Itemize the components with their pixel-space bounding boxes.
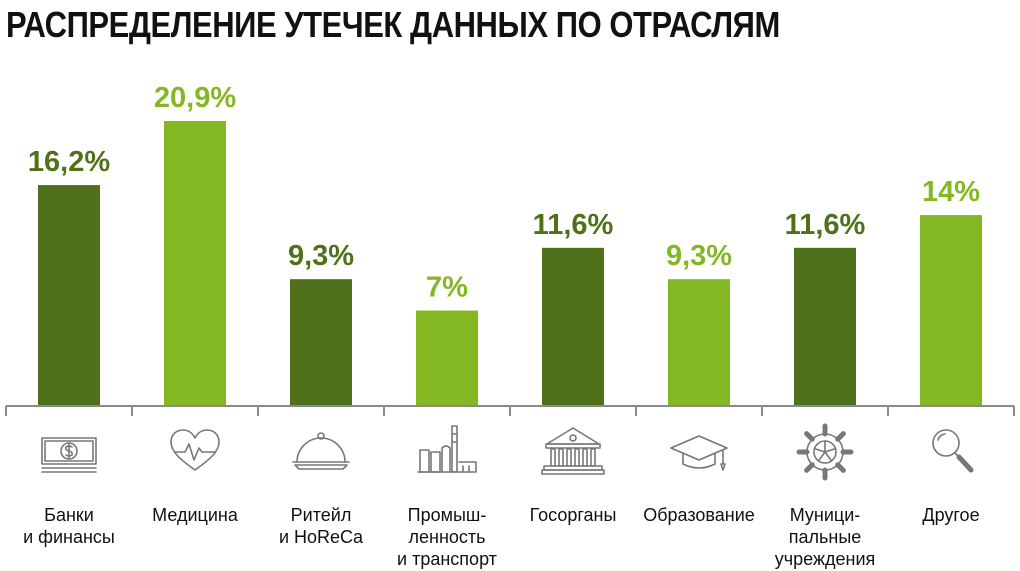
category-label: Банки и финансы: [23, 505, 115, 547]
category-label-line: пальные: [789, 527, 862, 547]
category-label-line: Ритейл: [291, 505, 352, 525]
value-label: 16,2%: [28, 146, 110, 178]
heart-pulse-icon: [170, 429, 220, 471]
category-label-line: Образование: [643, 505, 755, 525]
value-label: 9,3%: [666, 240, 732, 272]
bar: [668, 279, 730, 406]
category-label-line: Муници-: [790, 505, 861, 525]
bar: [920, 215, 982, 406]
page-title: РАСПРЕДЕЛЕНИЕ УТЕЧЕК ДАННЫХ ПО ОТРАСЛЯМ: [6, 4, 780, 45]
category-label: Ритейл и HoReCa: [279, 505, 364, 547]
graduation-cap-icon: [670, 435, 728, 471]
magnifier-icon: [932, 429, 974, 473]
bar: [38, 185, 100, 406]
value-label: 11,6%: [533, 209, 614, 241]
money-icon: [41, 437, 97, 473]
cloche-icon: [292, 432, 350, 470]
category-label-line: Промыш-: [408, 505, 487, 525]
category-label: Другое: [922, 505, 979, 525]
category-label: Муници-пальные учреждения: [775, 505, 876, 569]
category-label-line: учреждения: [775, 549, 876, 569]
government-building-icon: [541, 427, 605, 475]
category-label-line: Другое: [922, 505, 979, 525]
factory-icon: [417, 425, 477, 473]
category-label-line: Банки: [44, 505, 94, 525]
category-label-line: и финансы: [23, 527, 115, 547]
category-label: Медицина: [152, 505, 239, 525]
category-label-line: и HoReCa: [279, 527, 364, 547]
value-label: 20,9%: [154, 82, 236, 114]
category-label-line: и транспорт: [397, 549, 497, 569]
value-label: 9,3%: [288, 240, 354, 272]
bar: [416, 310, 478, 406]
bar: [290, 279, 352, 406]
category-label: Промыш-ленность и транспорт: [397, 505, 497, 569]
gear-icon: [796, 423, 854, 481]
category-label: Образование: [643, 505, 755, 525]
category-label-line: ленность: [408, 527, 485, 547]
category-label: Госорганы: [530, 505, 617, 525]
bar: [164, 121, 226, 406]
bar: [542, 247, 604, 406]
value-label: 7%: [426, 272, 468, 304]
bar: [794, 247, 856, 406]
category-label-line: Госорганы: [530, 505, 617, 525]
value-label: 11,6%: [785, 209, 866, 241]
category-label-line: Медицина: [152, 505, 239, 525]
value-label: 14%: [922, 176, 980, 208]
